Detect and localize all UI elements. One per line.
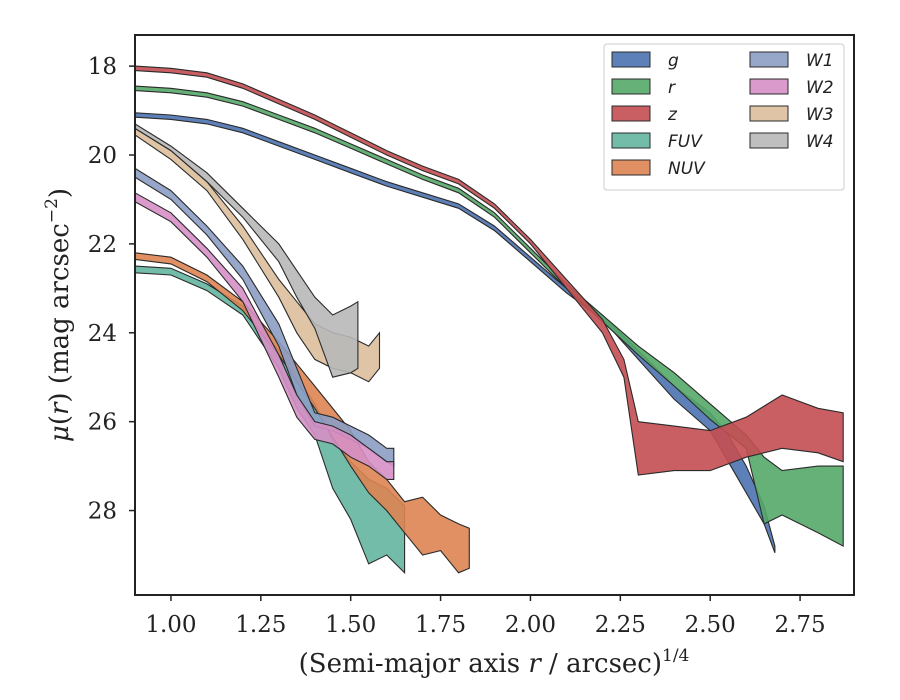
legend-swatch-fuv — [611, 132, 651, 149]
legend-label-g: g — [668, 51, 679, 71]
legend-swatch-z — [611, 105, 651, 122]
legend-swatch-w4 — [749, 132, 789, 149]
band-z — [135, 65, 844, 476]
y-tick-label: 22 — [88, 232, 117, 258]
y-tick-label: 18 — [88, 54, 117, 80]
x-tick-label: 1.50 — [325, 612, 376, 638]
x-axis-label: (Semi-major axis r / arcsec)1/4 — [299, 646, 690, 679]
x-tick-label: 1.25 — [235, 612, 286, 638]
band-g — [135, 112, 776, 553]
legend-swatch-w3 — [749, 105, 789, 122]
legend-label-z: z — [667, 105, 678, 125]
legend-swatch-nuv — [611, 159, 651, 176]
band-w2 — [135, 192, 395, 480]
plot-frame — [134, 34, 855, 596]
x-tick-label: 2.25 — [595, 612, 646, 638]
x-tick-label: 2.75 — [774, 612, 825, 638]
legend-label-nuv: NUV — [668, 159, 706, 179]
legend-swatch-w2 — [749, 78, 789, 95]
legend-swatch-r — [611, 78, 651, 95]
band-w3 — [135, 127, 381, 383]
legend-label-w1: W1 — [806, 51, 834, 71]
profile-bands — [135, 65, 844, 575]
legend-label-w2: W2 — [806, 78, 834, 98]
y-axis-ticks: 18 20 22 24 26 28 — [88, 54, 135, 525]
x-tick-label: 1.75 — [415, 612, 466, 638]
legend-label-w3: W3 — [806, 105, 834, 125]
y-tick-label: 20 — [88, 143, 117, 169]
y-tick-label: 24 — [88, 321, 117, 347]
y-tick-label: 28 — [88, 499, 117, 525]
legend-label-fuv: FUV — [668, 132, 703, 152]
x-tick-label: 1.00 — [145, 612, 196, 638]
legend: grz FUV NUV W1 W2 W3 W4 — [603, 43, 845, 191]
legend-swatch-g — [611, 51, 651, 68]
legend-label-w4: W4 — [806, 132, 834, 152]
band-w4 — [135, 123, 359, 378]
legend-label-r: r — [668, 78, 676, 98]
y-tick-label: 26 — [88, 410, 117, 436]
band-r — [135, 85, 844, 548]
x-tick-label: 2.00 — [505, 612, 556, 638]
legend-swatch-w1 — [749, 51, 789, 68]
y-axis-label: μ(r) (mag arcsec−2) — [42, 188, 75, 442]
x-axis-ticks: 1.00 1.25 1.50 1.75 2.00 2.25 2.50 2.75 — [145, 595, 826, 638]
x-tick-label: 2.50 — [685, 612, 736, 638]
